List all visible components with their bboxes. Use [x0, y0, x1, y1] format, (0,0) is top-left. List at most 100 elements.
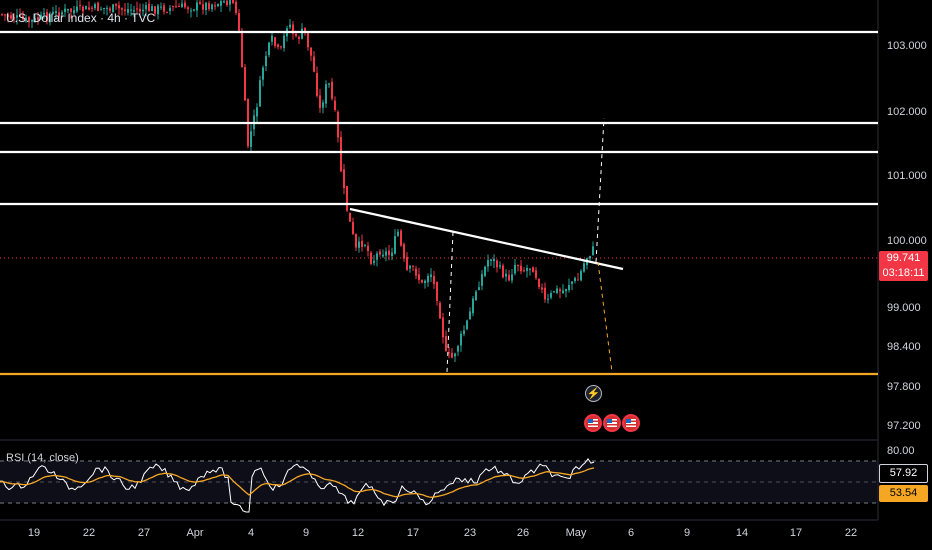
- candle-body: [424, 280, 426, 284]
- candle-body: [304, 27, 306, 33]
- time-tick: 27: [137, 527, 151, 539]
- candle-body: [187, 7, 189, 10]
- candle-body: [454, 353, 456, 357]
- candle-body: [52, 11, 54, 14]
- candle-body: [208, 3, 210, 10]
- candle-body: [262, 67, 264, 80]
- candle-body: [577, 279, 579, 281]
- candle-body: [574, 277, 576, 282]
- candle-body: [436, 281, 438, 302]
- candle-body: [403, 244, 405, 259]
- candle-body: [130, 9, 132, 11]
- candle-body: [214, 5, 216, 7]
- chart-title[interactable]: U.S. Dollar Index · 4h · TVC: [6, 11, 156, 25]
- candle-body: [82, 6, 84, 12]
- candle-body: [118, 5, 120, 9]
- candle-body: [46, 12, 48, 21]
- candle-body: [166, 11, 168, 13]
- time-tick: 22: [82, 527, 96, 539]
- candle-body: [58, 12, 60, 17]
- candle-body: [529, 268, 531, 270]
- candle-body: [103, 7, 105, 9]
- candle-body: [445, 336, 447, 351]
- candle-body: [133, 10, 135, 12]
- candle-body: [550, 292, 552, 298]
- price-tick: 101.000: [887, 170, 927, 182]
- candle-body: [49, 14, 51, 23]
- us-flag-event-icon[interactable]: [603, 414, 621, 432]
- candle-body: [457, 346, 459, 352]
- candle-body: [565, 289, 567, 292]
- candle-body: [76, 6, 78, 12]
- candle-body: [331, 81, 333, 99]
- candle-body: [400, 230, 402, 246]
- candle-body: [391, 252, 393, 257]
- candle-body: [451, 352, 453, 358]
- candle-body: [514, 264, 516, 274]
- candle-body: [430, 274, 432, 277]
- candle-body: [370, 252, 372, 264]
- candle-body: [442, 317, 444, 338]
- candle-body: [190, 10, 192, 12]
- trendline[interactable]: [349, 207, 624, 271]
- candle-body: [229, 0, 231, 5]
- candle-body: [55, 11, 57, 14]
- candle-body: [112, 4, 114, 13]
- projection-line-up: [595, 117, 605, 263]
- candle-body: [127, 8, 129, 13]
- candle-body: [511, 274, 513, 281]
- candle-body: [361, 240, 363, 247]
- time-tick: 17: [789, 527, 803, 539]
- candle-body: [322, 102, 324, 108]
- candle-body: [226, 0, 228, 6]
- candle-body: [10, 15, 12, 19]
- candle-body: [151, 6, 153, 12]
- rsi-axis-tick: 80.00: [887, 445, 915, 457]
- candle-body: [241, 31, 243, 68]
- candle-body: [163, 5, 165, 12]
- candle-body: [460, 333, 462, 346]
- candle-body: [22, 15, 24, 20]
- candle-body: [67, 8, 69, 11]
- candle-body: [343, 169, 345, 189]
- flash-event-icon[interactable]: ⚡: [585, 385, 602, 402]
- candle-body: [16, 15, 18, 18]
- candle-body: [184, 2, 186, 8]
- candle-body: [544, 287, 546, 300]
- us-flag-event-icon[interactable]: [622, 414, 640, 432]
- candle-body: [319, 95, 321, 109]
- candle-body: [478, 287, 480, 290]
- candle-body: [4, 14, 6, 16]
- projection-line-down: [597, 261, 613, 373]
- time-tick: 22: [844, 527, 858, 539]
- candle-body: [517, 265, 519, 267]
- candle-body: [121, 8, 123, 10]
- candle-body: [94, 4, 96, 9]
- candle-body: [589, 255, 591, 259]
- time-tick: 4: [247, 527, 255, 539]
- us-flag-event-icon[interactable]: [584, 414, 602, 432]
- candle-body: [40, 14, 42, 20]
- candle-body: [463, 330, 465, 334]
- candle-body: [406, 256, 408, 270]
- time-tick: 6: [627, 527, 635, 539]
- candle-body: [148, 3, 150, 11]
- price-tick: 102.000: [887, 106, 927, 118]
- candle-body: [232, 0, 234, 4]
- candle-body: [388, 250, 390, 256]
- candle-body: [145, 5, 147, 10]
- candle-body: [97, 2, 99, 12]
- candle-body: [499, 265, 501, 267]
- candle-body: [211, 4, 213, 10]
- candle-body: [274, 37, 276, 46]
- price-tick: 100.000: [887, 235, 927, 247]
- candle-body: [79, 5, 81, 7]
- candle-body: [292, 24, 294, 34]
- candle-body: [25, 17, 27, 22]
- candle-body: [421, 279, 423, 283]
- candle-body: [448, 352, 450, 354]
- time-tick: 23: [463, 527, 477, 539]
- candle-body: [325, 84, 327, 104]
- rsi-title[interactable]: RSI (14, close): [6, 452, 79, 464]
